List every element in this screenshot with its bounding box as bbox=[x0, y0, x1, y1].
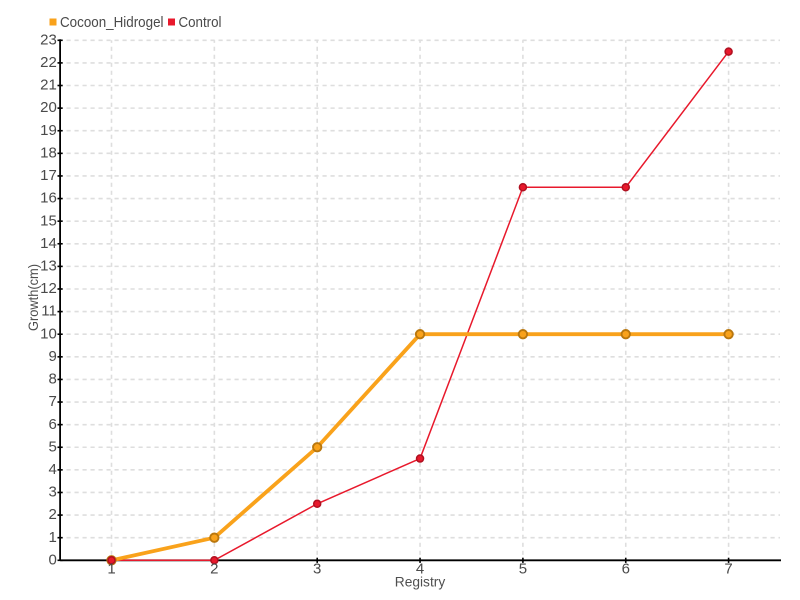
svg-text:1: 1 bbox=[107, 561, 115, 578]
svg-text:0: 0 bbox=[48, 551, 56, 568]
svg-text:3: 3 bbox=[48, 484, 56, 501]
svg-text:15: 15 bbox=[40, 212, 57, 229]
svg-text:11: 11 bbox=[41, 303, 57, 320]
svg-text:20: 20 bbox=[40, 99, 57, 116]
svg-text:Growth(cm): Growth(cm) bbox=[25, 264, 41, 331]
svg-text:21: 21 bbox=[40, 77, 57, 94]
svg-text:6: 6 bbox=[48, 416, 56, 433]
svg-text:2: 2 bbox=[210, 561, 218, 578]
svg-text:10: 10 bbox=[40, 325, 57, 342]
svg-text:Cocoon_Hidrogel: Cocoon_Hidrogel bbox=[60, 15, 164, 31]
svg-text:Control: Control bbox=[179, 15, 222, 31]
svg-text:8: 8 bbox=[48, 371, 56, 388]
svg-text:2: 2 bbox=[48, 506, 56, 523]
svg-text:1: 1 bbox=[48, 529, 56, 546]
svg-text:19: 19 bbox=[40, 122, 57, 139]
svg-text:3: 3 bbox=[313, 561, 321, 578]
svg-text:23: 23 bbox=[40, 31, 57, 48]
svg-text:7: 7 bbox=[724, 561, 732, 578]
svg-text:4: 4 bbox=[416, 561, 424, 578]
svg-text:9: 9 bbox=[48, 348, 56, 365]
svg-text:14: 14 bbox=[40, 235, 57, 252]
svg-text:12: 12 bbox=[40, 280, 57, 297]
svg-text:5: 5 bbox=[519, 561, 527, 578]
svg-text:5: 5 bbox=[48, 438, 56, 455]
svg-text:18: 18 bbox=[40, 144, 57, 161]
svg-text:4: 4 bbox=[48, 461, 56, 478]
svg-text:13: 13 bbox=[40, 257, 57, 274]
svg-text:16: 16 bbox=[40, 190, 57, 207]
svg-text:22: 22 bbox=[40, 54, 57, 71]
svg-text:6: 6 bbox=[622, 561, 630, 578]
svg-text:7: 7 bbox=[48, 393, 56, 410]
svg-text:Registry: Registry bbox=[395, 574, 446, 590]
svg-text:17: 17 bbox=[40, 167, 57, 184]
